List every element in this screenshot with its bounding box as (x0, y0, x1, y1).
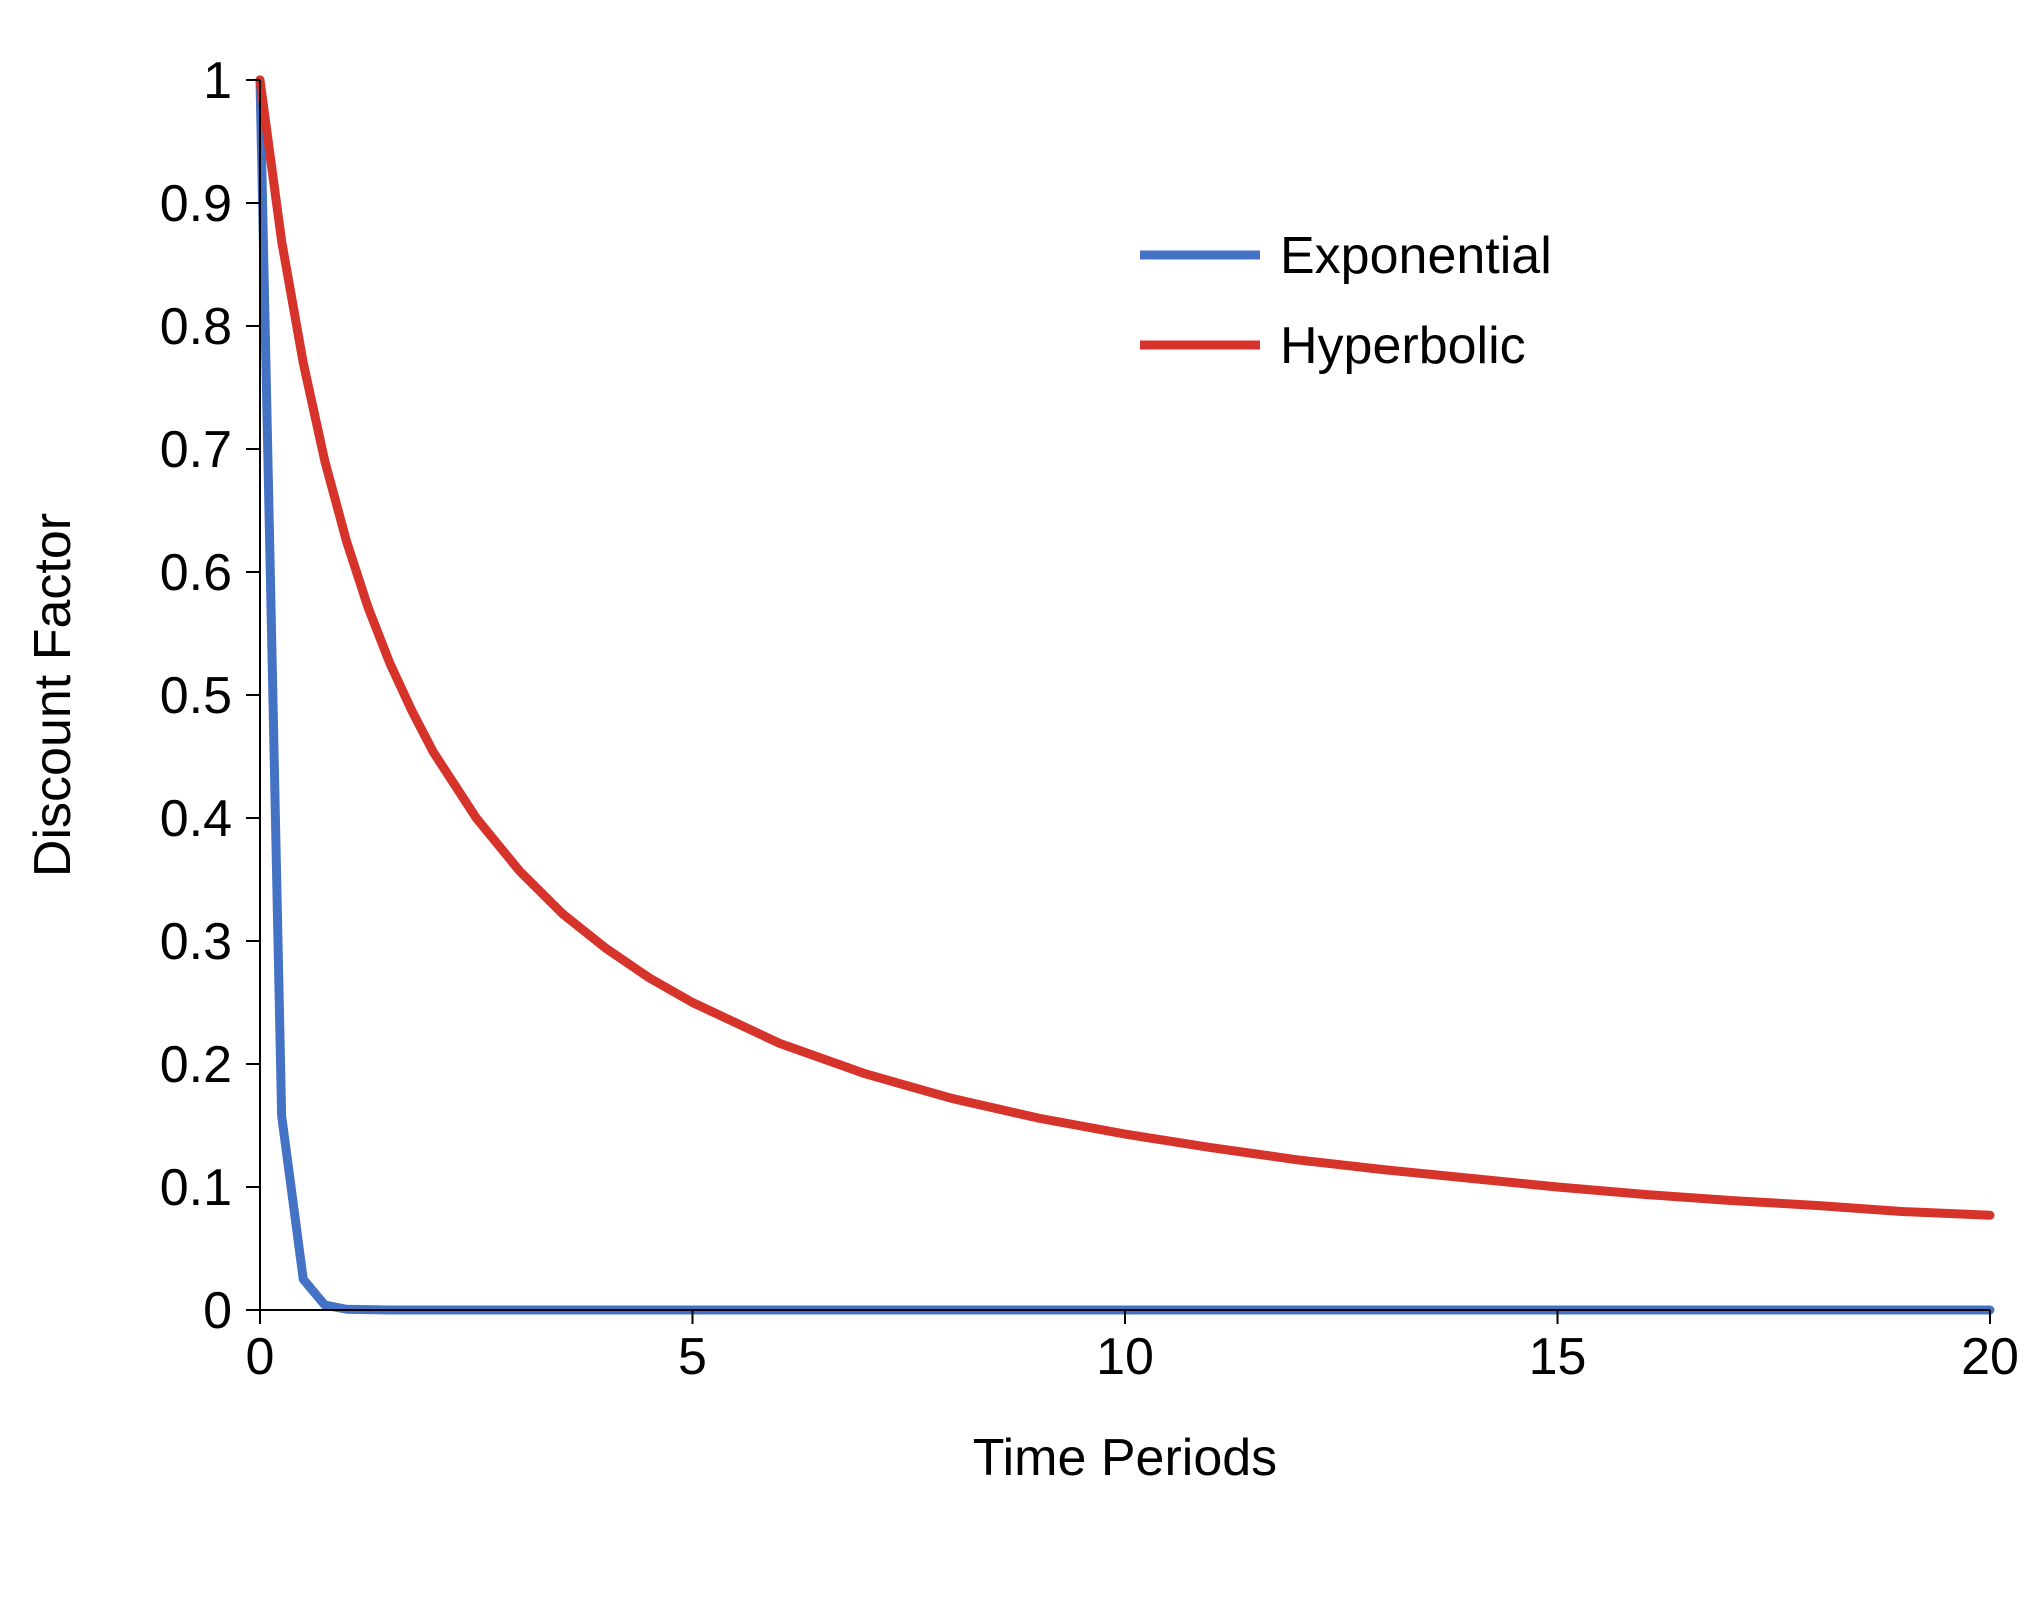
y-tick-label: 0.5 (160, 667, 232, 725)
y-tick-label: 0.9 (160, 175, 232, 233)
discount-chart: 0 5 10 15 20 0 0.1 0.2 0.3 0.4 0.5 0.6 0.7 0.8 0.9 1 Tim… (0, 0, 2039, 1608)
chart-background (0, 0, 2039, 1608)
y-tick-label: 0.4 (160, 790, 232, 848)
chart-svg: 0 5 10 15 20 0 0.1 0.2 0.3 0.4 0.5 0.6 0.7 0.8 0.9 1 Tim… (0, 0, 2039, 1608)
x-tick-label: 15 (1529, 1328, 1587, 1386)
y-axis-label: Discount Factor (24, 513, 82, 877)
y-tick-label: 0.6 (160, 544, 232, 602)
legend-label-exponential: Exponential (1280, 227, 1552, 285)
legend-label-hyperbolic: Hyperbolic (1280, 317, 1526, 375)
y-tick-label: 0.2 (160, 1036, 232, 1094)
x-tick-label: 20 (1961, 1328, 2019, 1386)
x-axis-label: Time Periods (973, 1429, 1277, 1487)
y-tick-label: 0.8 (160, 298, 232, 356)
y-tick-label: 0.1 (160, 1159, 232, 1217)
y-tick-label: 0 (203, 1282, 232, 1340)
x-tick-label: 0 (246, 1328, 275, 1386)
x-tick-label: 5 (678, 1328, 707, 1386)
y-tick-label: 1 (203, 52, 232, 110)
x-tick-label: 10 (1096, 1328, 1154, 1386)
y-tick-label: 0.3 (160, 913, 232, 971)
y-tick-label: 0.7 (160, 421, 232, 479)
